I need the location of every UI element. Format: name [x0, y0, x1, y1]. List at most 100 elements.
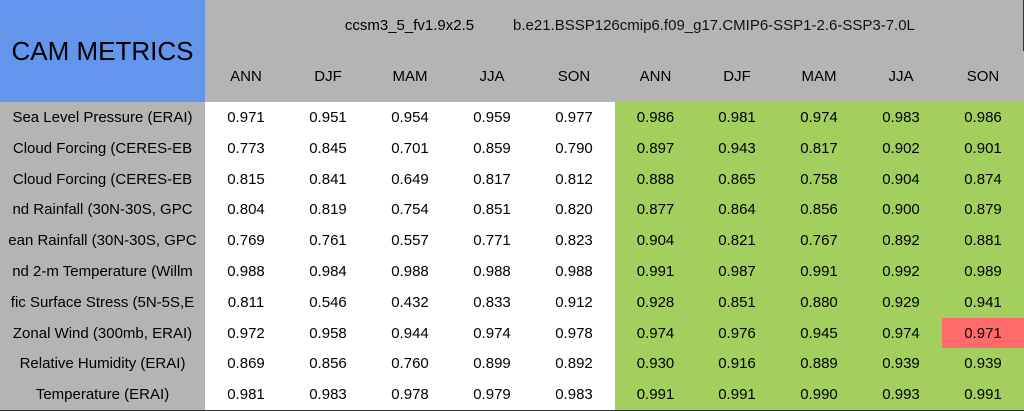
- value-cell: 0.983: [860, 102, 943, 134]
- value-cell: 0.981: [205, 379, 288, 411]
- value-cell: 0.557: [369, 225, 452, 257]
- value-cell: 0.941: [942, 287, 1024, 319]
- value-cell: 0.978: [533, 318, 616, 349]
- value-cell: 0.804: [205, 194, 288, 226]
- value-cell: 0.769: [205, 225, 288, 257]
- value-cell: 0.879: [942, 194, 1024, 226]
- row-label: Relative Humidity (ERAI): [0, 348, 206, 380]
- row-label: Cloud Forcing (CERES-EB: [0, 133, 206, 165]
- value-cell: 0.790: [533, 133, 616, 165]
- value-cell: 0.888: [615, 164, 697, 195]
- value-cell: 0.856: [287, 348, 370, 380]
- value-cell: 0.819: [287, 194, 370, 226]
- value-cell: 0.951: [287, 102, 370, 134]
- value-cell: 0.761: [287, 225, 370, 257]
- value-cell: 0.841: [287, 164, 370, 195]
- value-cell: 0.817: [778, 133, 861, 165]
- value-cell: 0.991: [615, 379, 697, 411]
- season-header-jja: JJA: [451, 51, 534, 103]
- value-cell: 0.833: [451, 287, 534, 319]
- group-header-1: ccsm3_5_fv1.9x2.5: [205, 0, 615, 52]
- value-cell: 0.991: [615, 256, 697, 288]
- season-header-son: SON: [942, 51, 1024, 103]
- value-cell: 0.821: [696, 225, 779, 257]
- value-cell: 0.817: [451, 164, 534, 195]
- value-cell: 0.874: [942, 164, 1024, 195]
- value-cell: 0.990: [778, 379, 861, 411]
- value-cell: 0.988: [205, 256, 288, 288]
- season-header-djf: DJF: [287, 51, 370, 103]
- value-cell: 0.971: [942, 318, 1024, 349]
- value-cell: 0.971: [205, 102, 288, 134]
- value-cell: 0.991: [942, 379, 1024, 411]
- value-cell: 0.991: [696, 379, 779, 411]
- value-cell: 0.701: [369, 133, 452, 165]
- value-cell: 0.851: [451, 194, 534, 226]
- value-cell: 0.912: [533, 287, 616, 319]
- value-cell: 0.986: [615, 102, 697, 134]
- row-label: nd Rainfall (30N-30S, GPC: [0, 194, 206, 226]
- value-cell: 0.981: [696, 102, 779, 134]
- value-cell: 0.974: [860, 318, 943, 349]
- season-header-ann: ANN: [615, 51, 697, 103]
- value-cell: 0.649: [369, 164, 452, 195]
- value-cell: 0.889: [778, 348, 861, 380]
- value-cell: 0.904: [615, 225, 697, 257]
- value-cell: 0.928: [615, 287, 697, 319]
- value-cell: 0.977: [533, 102, 616, 134]
- value-cell: 0.930: [615, 348, 697, 380]
- row-label: Temperature (ERAI): [0, 379, 206, 411]
- value-cell: 0.773: [205, 133, 288, 165]
- value-cell: 0.820: [533, 194, 616, 226]
- group-header-2: b.e21.BSSP126cmip6.f09_g17.CMIP6-SSP1-2.…: [513, 17, 915, 34]
- row-label: ean Rainfall (30N-30S, GPC: [0, 225, 206, 257]
- value-cell: 0.979: [451, 379, 534, 411]
- value-cell: 0.988: [451, 256, 534, 288]
- value-cell: 0.892: [860, 225, 943, 257]
- value-cell: 0.958: [287, 318, 370, 349]
- value-cell: 0.546: [287, 287, 370, 319]
- value-cell: 0.845: [287, 133, 370, 165]
- row-label: nd 2-m Temperature (Willm: [0, 256, 206, 288]
- value-cell: 0.864: [696, 194, 779, 226]
- value-cell: 0.939: [942, 348, 1024, 380]
- value-cell: 0.811: [205, 287, 288, 319]
- value-cell: 0.978: [369, 379, 452, 411]
- value-cell: 0.892: [533, 348, 616, 380]
- value-cell: 0.988: [533, 256, 616, 288]
- table-title: CAM METRICS: [0, 0, 206, 103]
- value-cell: 0.916: [696, 348, 779, 380]
- season-header-son: SON: [533, 51, 616, 103]
- value-cell: 0.939: [860, 348, 943, 380]
- value-cell: 0.983: [533, 379, 616, 411]
- season-header-mam: MAM: [778, 51, 861, 103]
- value-cell: 0.976: [696, 318, 779, 349]
- value-cell: 0.989: [942, 256, 1024, 288]
- season-header-mam: MAM: [369, 51, 452, 103]
- season-header-jja: JJA: [860, 51, 943, 103]
- value-cell: 0.856: [778, 194, 861, 226]
- value-cell: 0.945: [778, 318, 861, 349]
- value-cell: 0.859: [451, 133, 534, 165]
- value-cell: 0.901: [942, 133, 1024, 165]
- row-label: Cloud Forcing (CERES-EB: [0, 164, 206, 195]
- value-cell: 0.991: [778, 256, 861, 288]
- value-cell: 0.988: [369, 256, 452, 288]
- value-cell: 0.897: [615, 133, 697, 165]
- value-cell: 0.904: [860, 164, 943, 195]
- value-cell: 0.812: [533, 164, 616, 195]
- value-cell: 0.758: [778, 164, 861, 195]
- value-cell: 0.771: [451, 225, 534, 257]
- value-cell: 0.944: [369, 318, 452, 349]
- value-cell: 0.851: [696, 287, 779, 319]
- value-cell: 0.984: [287, 256, 370, 288]
- value-cell: 0.760: [369, 348, 452, 380]
- season-header-djf: DJF: [696, 51, 779, 103]
- value-cell: 0.767: [778, 225, 861, 257]
- value-cell: 0.974: [451, 318, 534, 349]
- row-label: Zonal Wind (300mb, ERAI): [0, 318, 206, 349]
- value-cell: 0.900: [860, 194, 943, 226]
- value-cell: 0.880: [778, 287, 861, 319]
- value-cell: 0.943: [696, 133, 779, 165]
- value-cell: 0.815: [205, 164, 288, 195]
